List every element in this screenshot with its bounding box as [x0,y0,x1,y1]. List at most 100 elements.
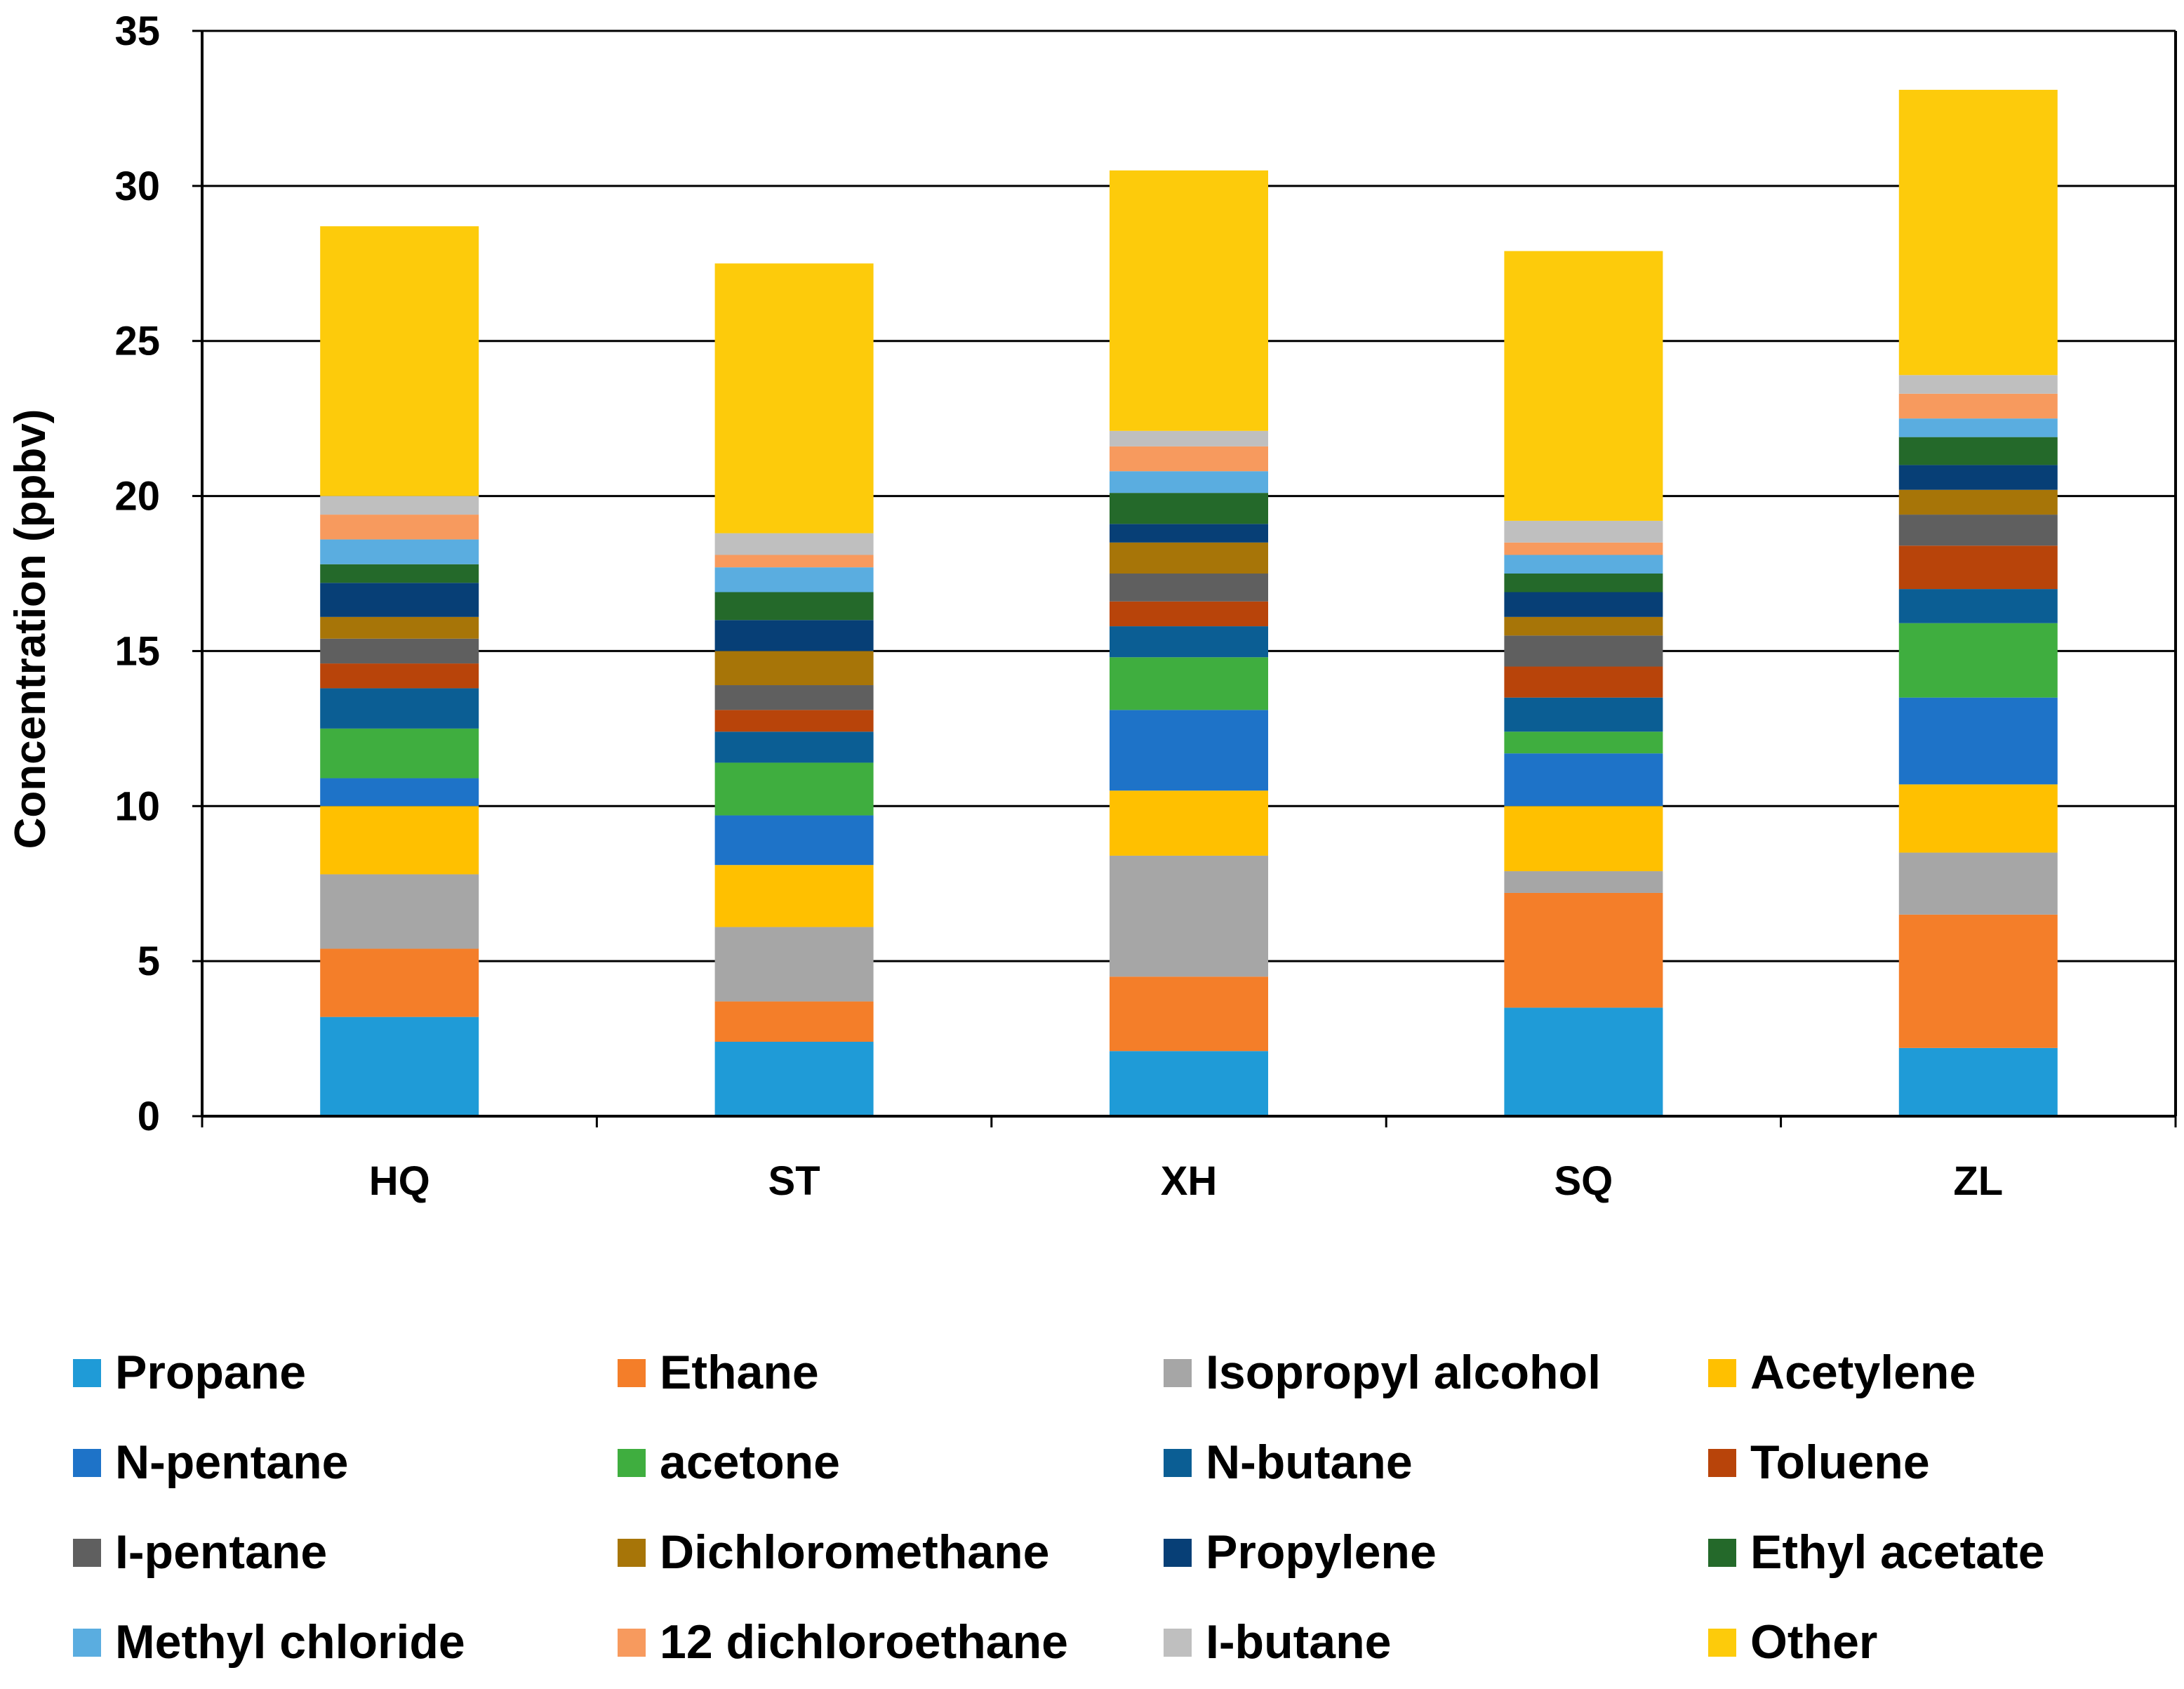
y-tick-label: 10 [114,783,160,829]
legend-item-ethyl-acetate: Ethyl acetate [1708,1525,2045,1579]
legend-label: Propylene [1206,1525,1437,1579]
y-tick-labels: 0 5 10 15 20 25 30 35 [114,8,160,1139]
bar-segment-xh-isopropyl-alcohol [1110,855,1268,977]
legend-swatch [1708,1449,1736,1477]
bar-segment-hq-propylene [320,583,479,617]
y-tick-label: 35 [114,8,160,54]
bar-stack-xh [1110,170,1268,1116]
bar-segment-hq-ethane [320,948,479,1017]
bar-segment-sq-propane [1504,1007,1663,1116]
bar-segment-xh-ethyl-acetate [1110,493,1268,524]
bar-stack-st [714,263,874,1116]
bar-segment-hq-propane [320,1016,479,1116]
legend-label: Isopropyl alcohol [1206,1346,1601,1399]
bar-segment-hq-isopropyl-alcohol [320,874,479,949]
bar-stack-sq [1504,251,1663,1116]
legend-item-n-pentane: N-pentane [73,1436,348,1489]
legend-label: Acetylene [1750,1346,1976,1399]
bar-segment-zl-acetone [1898,623,2058,698]
y-tick-label: 20 [114,474,160,519]
legend-item-acetone: acetone [618,1436,840,1489]
legend-swatch [73,1539,101,1567]
x-tick-label: HQ [369,1158,430,1204]
bar-segment-sq-dichloromethane [1504,616,1663,636]
bar-segment-st-isopropyl-alcohol [714,927,874,1002]
bar-segment-xh-acetone [1110,657,1268,710]
legend-label: I-pentane [115,1525,327,1579]
bar-segment-st-ethyl-acetate [714,592,874,621]
bar-stack-hq [320,226,479,1116]
legend-item-other: Other [1708,1615,1877,1669]
bar-segment-sq-i-pentane [1504,635,1663,667]
legend-item-i-butane: I-butane [1164,1615,1391,1669]
bar-segment-hq-n-pentane [320,778,479,807]
bar-segment-hq-n-butane [320,688,479,729]
legend-swatch [1164,1359,1192,1387]
bar-segment-st-ethane [714,1001,874,1042]
legend-item-propylene: Propylene [1164,1525,1437,1579]
bar-segment-sq-methyl-chloride [1504,555,1663,574]
legend-swatch [1164,1449,1192,1477]
legend-label: Ethane [660,1346,819,1399]
bar-segment-st-methyl-chloride [714,567,874,592]
bar-segment-sq-acetone [1504,731,1663,754]
legend-swatch [618,1449,646,1477]
bar-segment-hq-ethyl-acetate [320,564,479,583]
x-tick-labels: HQ ST XH SQ ZL [369,1158,2004,1204]
legend-label: Methyl chloride [115,1615,465,1669]
bar-segment-xh-12-dichloroethane [1110,446,1268,472]
bar-segment-st-acetone [714,762,874,816]
axes [192,29,2177,1127]
bar-segment-zl-12-dichloroethane [1898,393,2058,419]
bar-segment-st-n-pentane [714,815,874,866]
bar-segment-zl-acetylene [1898,784,2058,853]
bar-segment-sq-12-dichloroethane [1504,542,1663,555]
legend-swatch [618,1539,646,1567]
bar-segment-zl-dichloromethane [1898,489,2058,515]
bar-segment-sq-toluene [1504,666,1663,698]
bar-segment-sq-isopropyl-alcohol [1504,871,1663,893]
bar-segment-st-propane [714,1041,874,1116]
x-tick-label: ST [768,1158,820,1204]
legend-label: Propane [115,1346,306,1399]
bar-segment-hq-i-butane [320,496,479,515]
legend-label: N-pentane [115,1436,348,1489]
legend-swatch [73,1359,101,1387]
bar-segment-st-toluene [714,710,874,732]
legend-swatch [1708,1539,1736,1567]
bar-stack-zl [1898,89,2058,1116]
legend-item-i-pentane: I-pentane [73,1525,327,1579]
bar-segment-st-propylene [714,620,874,651]
y-tick-label: 25 [114,319,160,364]
legend-swatch [1164,1539,1192,1567]
bar-segment-xh-toluene [1110,601,1268,627]
legend-label: I-butane [1206,1615,1391,1669]
bar-segment-zl-toluene [1898,545,2058,590]
bar-segment-hq-dichloromethane [320,616,479,639]
bar-segment-sq-acetylene [1504,806,1663,872]
y-tick-label: 30 [114,164,160,209]
bar-segment-hq-12-dichloroethane [320,515,479,540]
bar-segment-zl-i-butane [1898,375,2058,394]
legend-swatch [1708,1629,1736,1657]
x-tick-label: SQ [1554,1158,1613,1204]
bar-segment-xh-n-pentane [1110,710,1268,791]
bar-segment-sq-ethane [1504,892,1663,1008]
bar-segment-zl-propane [1898,1047,2058,1116]
bar-segment-hq-acetone [320,728,479,779]
bar-segment-xh-i-pentane [1110,574,1268,602]
legend-swatch [1164,1629,1192,1657]
legend-label: Dichloromethane [660,1525,1049,1579]
bar-segment-xh-propylene [1110,524,1268,543]
bar-segment-zl-propylene [1898,465,2058,490]
bar-segment-zl-isopropyl-alcohol [1898,852,2058,915]
bar-segment-zl-n-butane [1898,589,2058,623]
legend-item-ethane: Ethane [618,1346,819,1399]
legend-swatch [618,1359,646,1387]
bar-segment-zl-ethane [1898,914,2058,1048]
bar-segment-st-other [714,263,874,534]
bar-segment-st-12-dichloroethane [714,555,874,568]
bar-segment-sq-i-butane [1504,520,1663,543]
bar-segment-hq-i-pentane [320,638,479,664]
